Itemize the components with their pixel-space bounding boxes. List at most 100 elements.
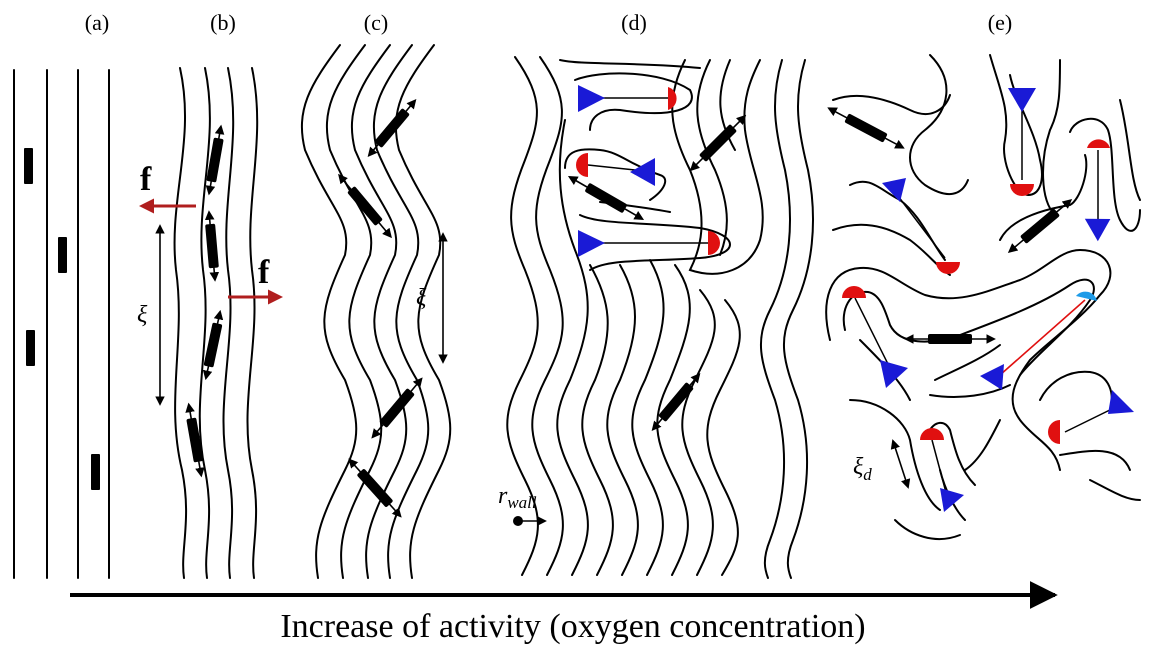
director-line	[1042, 59, 1061, 216]
xi-label: ξ	[137, 302, 148, 328]
minus-half-defect	[940, 488, 964, 512]
director-line	[173, 67, 188, 579]
director-line	[556, 119, 589, 576]
director-line	[706, 299, 741, 576]
director-line	[574, 72, 693, 131]
director-line	[909, 54, 969, 195]
director-line	[934, 344, 1001, 381]
bacterium-rod	[204, 210, 220, 282]
bacterium-rod	[827, 107, 905, 149]
xi-d-subscript: d	[863, 465, 872, 484]
director-line	[825, 248, 1112, 471]
director-line	[559, 59, 701, 69]
activity-caption: Increase of activity (oxygen concentrati…	[280, 608, 865, 645]
director-line	[564, 148, 667, 201]
director-line	[222, 67, 235, 579]
director-line	[531, 56, 564, 576]
wall-marker-dot	[513, 516, 523, 526]
panel-label-a: (a)	[85, 10, 109, 35]
director-line	[300, 44, 358, 579]
director-line	[782, 59, 814, 579]
director-line	[832, 223, 951, 276]
plus-half-defect	[936, 262, 960, 274]
plus-half-defect	[1087, 139, 1110, 148]
r-wall-main: r	[498, 483, 508, 509]
director-line	[1059, 449, 1131, 471]
director-line	[989, 54, 1043, 197]
xi-d-label: ξd	[853, 454, 872, 484]
highlighted-plus-defect	[1076, 291, 1097, 301]
bacterium-rod	[185, 402, 205, 478]
defect-link	[854, 297, 891, 369]
plus-half-defect	[668, 87, 677, 110]
bacterium-rod	[338, 173, 392, 239]
director-line	[246, 67, 259, 579]
director-line	[606, 264, 639, 576]
plus-half-defect	[920, 428, 944, 440]
director-line	[759, 59, 791, 579]
force-label-left: f	[140, 161, 152, 198]
bacterium-rod	[91, 454, 100, 490]
force-label-right: f	[258, 254, 270, 291]
bacterium-rod	[24, 148, 33, 184]
bacterium-rod	[58, 237, 67, 273]
director-line	[849, 399, 941, 511]
defect-link	[587, 164, 636, 171]
panel-label-d: (d)	[621, 10, 647, 35]
bacterium-rod	[1007, 199, 1073, 253]
director-line	[1039, 370, 1113, 411]
plus-half-defect	[708, 231, 720, 255]
bacterium-rod	[367, 98, 417, 158]
minus-half-defect	[1108, 390, 1134, 414]
minus-half-defect	[980, 364, 1004, 390]
bacterium-rod	[348, 458, 402, 518]
bacterium-rod	[371, 377, 423, 439]
panel-c: ξ	[300, 44, 452, 579]
director-line	[894, 519, 961, 540]
bacterium-rod	[567, 176, 645, 220]
bacterium-rod	[904, 334, 996, 344]
minus-half-defect	[1084, 218, 1111, 242]
director-line	[506, 56, 539, 576]
director-line	[579, 214, 731, 271]
director-line	[927, 421, 976, 486]
panel-label-c: (c)	[364, 10, 388, 35]
panel-label-e: (e)	[988, 10, 1012, 35]
director-line	[198, 67, 211, 579]
minus-half-defect	[880, 360, 908, 388]
minus-half-defect	[578, 230, 605, 257]
defect-link-highlight	[999, 299, 1086, 376]
minus-half-defect	[630, 158, 655, 186]
bacterium-rod	[689, 114, 747, 172]
xi-label: ξ	[416, 285, 427, 311]
bacterium-rod	[26, 330, 35, 366]
minus-half-defect	[882, 178, 906, 202]
panel-a	[13, 69, 110, 579]
minus-half-defect	[1008, 88, 1036, 112]
minus-half-defect	[578, 85, 605, 112]
bacterium-rod	[205, 124, 225, 196]
director-line	[929, 384, 1011, 398]
plus-half-defect	[1010, 184, 1034, 196]
r-wall-label: rwall	[498, 483, 537, 512]
defect-link	[894, 191, 946, 259]
plus-half-defect	[576, 153, 588, 177]
xi-d-main: ξ	[853, 454, 864, 480]
bacterium-rod	[651, 372, 701, 432]
director-line	[581, 264, 614, 576]
director-line	[964, 419, 1001, 471]
xi-d-scale-arrow	[890, 439, 911, 489]
director-line	[832, 94, 951, 115]
bacterium-rod	[202, 309, 224, 381]
panel-label-b: (b)	[210, 10, 236, 35]
panel-b: f f ξ	[137, 67, 283, 579]
director-line	[1089, 479, 1141, 501]
r-wall-subscript: wall	[507, 493, 537, 512]
panel-e: ξd	[825, 54, 1141, 540]
director-line	[1119, 99, 1141, 201]
panel-d: rwall	[498, 56, 814, 579]
plus-half-defect	[1048, 420, 1060, 444]
director-line	[1069, 118, 1141, 232]
director-line	[631, 259, 665, 576]
